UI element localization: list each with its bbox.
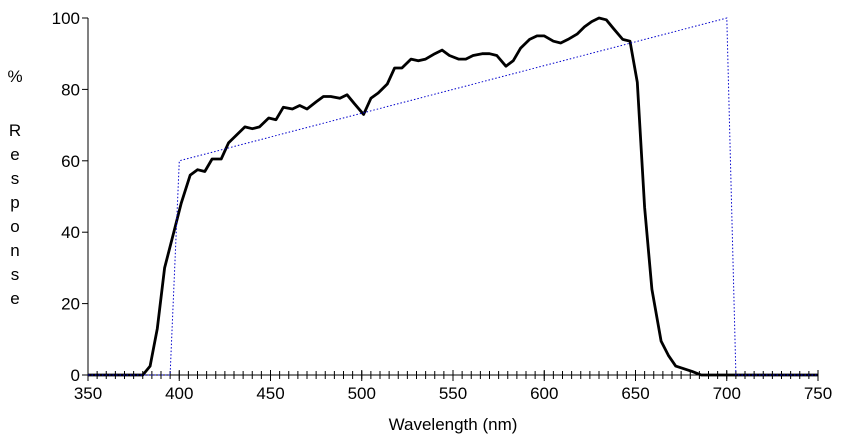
series-line-1	[88, 17, 818, 376]
y-tick-label: 40	[61, 223, 80, 242]
y-axis-title-char: R	[9, 121, 21, 140]
y-tick-label: 60	[61, 152, 80, 171]
y-axis-title-char: e	[10, 289, 19, 308]
y-axis-title-char: o	[10, 217, 19, 236]
y-axis-title-char: n	[10, 241, 19, 260]
x-axis-title: Wavelength (nm)	[389, 415, 518, 434]
y-tick-label: 100	[52, 9, 80, 28]
y-axis-title-char: s	[11, 265, 20, 284]
y-axis-title-char: p	[10, 193, 19, 212]
x-tick-label: 600	[530, 384, 558, 403]
y-tick-label: 0	[71, 366, 80, 385]
x-tick-label: 550	[439, 384, 467, 403]
x-tick-label: 650	[621, 384, 649, 403]
plot-area: 350 400 450 500 550 600 650 700 750 0 20 40 60 80 100	[52, 9, 833, 403]
x-tick-label: 750	[804, 384, 832, 403]
x-tick-label: 350	[74, 384, 102, 403]
x-tick-label: 450	[256, 384, 284, 403]
y-axis-title-char: %	[7, 67, 22, 86]
x-ticks: 350 400 450 500 550 600 650 700 750	[74, 370, 832, 403]
y-tick-label: 80	[61, 80, 80, 99]
y-tick-label: 20	[61, 295, 80, 314]
y-ticks: 0 20 40 60 80 100	[52, 9, 88, 385]
x-tick-label: 400	[165, 384, 193, 403]
x-tick-label: 500	[348, 384, 376, 403]
series-group	[88, 16, 818, 377]
x-tick-label: 700	[713, 384, 741, 403]
y-axis-title-char: e	[10, 145, 19, 164]
series-line-0	[88, 16, 818, 377]
y-axis-title-char: s	[11, 169, 20, 188]
